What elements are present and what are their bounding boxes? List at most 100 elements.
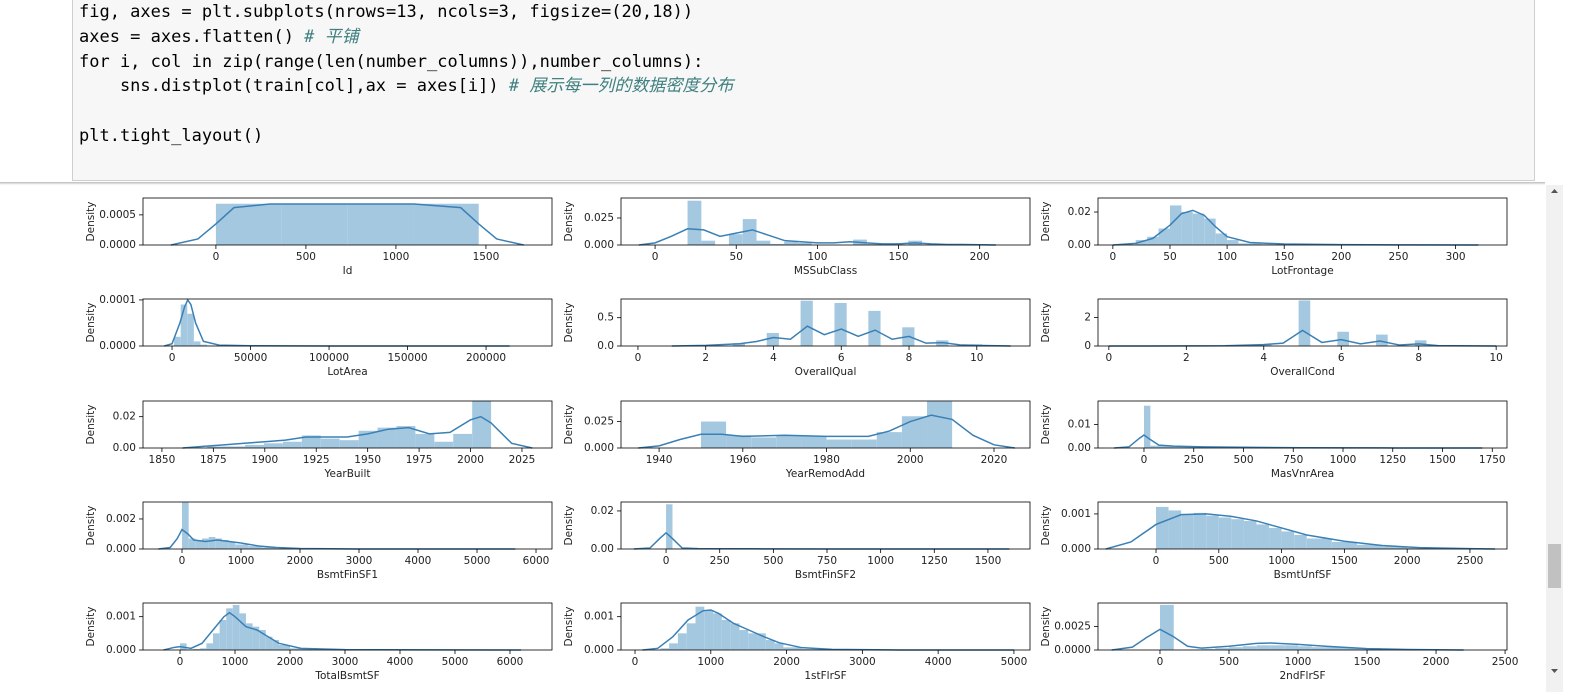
x-axis-label: 1stFlrSF: [804, 670, 846, 682]
axes-frame: [142, 501, 553, 550]
x-tick-label: 2000: [773, 656, 800, 668]
code-line: plt.tight_layout(): [79, 126, 263, 146]
histogram-bar: [265, 636, 273, 650]
x-tick-label: 0: [635, 352, 642, 364]
code-line: axes = axes.flatten() # 平铺: [79, 27, 359, 47]
histogram-bar: [245, 444, 264, 448]
x-tick-label: 1850: [149, 454, 176, 466]
x-tick-label: 2000: [897, 454, 924, 466]
histogram-bar: [748, 633, 758, 650]
histogram-bar: [1206, 515, 1219, 549]
x-tick-label: 2025: [509, 454, 536, 466]
y-axis-label: Density: [85, 303, 97, 343]
x-axis-label: TotalBsmtSF: [314, 670, 379, 682]
x-tick-label: 0: [652, 251, 659, 263]
histogram-bar: [1201, 649, 1216, 650]
x-tick-label: 1000: [697, 656, 724, 668]
x-tick-label: 200: [970, 251, 990, 263]
x-tick-label: 1250: [921, 555, 948, 567]
histogram-bar: [1215, 233, 1228, 245]
histogram-bar: [1281, 531, 1295, 549]
scroll-down[interactable]: [1551, 669, 1558, 673]
histogram-bar: [222, 539, 229, 549]
histogram-bar: [279, 645, 291, 650]
x-tick-label: 1000: [867, 555, 894, 567]
histogram-bar: [1249, 243, 1262, 245]
histogram-bar: [1218, 517, 1232, 549]
histogram-bar: [1284, 645, 1299, 650]
histogram-bar: [730, 623, 740, 650]
scrollbar-thumb[interactable]: [1548, 544, 1561, 588]
x-tick-label: 500: [1233, 454, 1253, 466]
y-axis-label: Density: [85, 405, 97, 445]
axes-frame: [620, 298, 1031, 347]
x-tick-label: 8: [906, 352, 913, 364]
x-tick-label: 1000: [1268, 555, 1295, 567]
x-tick-label: 1975: [406, 454, 433, 466]
code-text: for i, col in zip(range(len(number_colum…: [79, 52, 704, 72]
kde-line: [633, 531, 1010, 550]
x-tick-label: 0: [177, 656, 184, 668]
histogram-bar: [797, 242, 812, 245]
histogram-bar: [669, 643, 678, 650]
x-axis-label: BsmtFinSF2: [795, 569, 856, 581]
histogram-bar: [1181, 212, 1193, 245]
histogram-bar: [377, 427, 397, 448]
x-tick-label: 2000: [1423, 656, 1450, 668]
x-tick-label: 3000: [332, 656, 359, 668]
histogram-bar: [1242, 646, 1257, 650]
histogram-bar: [228, 541, 236, 549]
x-tick-label: 50: [1163, 251, 1176, 263]
histogram-bar: [200, 344, 208, 346]
x-tick-label: 1000: [1330, 454, 1357, 466]
axes-frame: [142, 602, 553, 651]
histogram-bar: [757, 633, 766, 650]
x-tick-label: 2020: [981, 454, 1008, 466]
x-tick-label: 0: [179, 555, 186, 567]
x-tick-label: 150000: [388, 352, 428, 364]
x-tick-label: 2000: [1394, 555, 1421, 567]
histogram-bar: [1192, 213, 1205, 245]
histogram-bar: [1382, 546, 1408, 549]
histogram-bar: [739, 630, 749, 650]
histogram-bar: [660, 648, 670, 650]
histogram-bar: [732, 343, 746, 346]
histogram-bar: [187, 313, 194, 346]
histogram-bar: [188, 538, 196, 549]
axes-frame: [1097, 501, 1508, 550]
x-tick-label: 4: [770, 352, 777, 364]
histogram-bar: [263, 443, 283, 448]
histogram-bar: [1238, 243, 1250, 245]
x-tick-label: 6: [1338, 352, 1345, 364]
x-tick-label: 0: [1153, 555, 1160, 567]
histogram-bar: [783, 647, 802, 650]
histogram-bar: [1143, 405, 1151, 448]
x-tick-label: 250: [1184, 454, 1204, 466]
code-cell[interactable]: fig, axes = plt.subplots(nrows=13, ncols…: [72, 0, 1535, 181]
axes-frame: [1097, 197, 1508, 246]
x-tick-label: 8: [1415, 352, 1422, 364]
x-tick-label: 0: [632, 656, 639, 668]
x-tick-label: 1500: [1354, 656, 1381, 668]
y-axis-label: Density: [563, 607, 575, 647]
x-tick-label: 100: [1217, 251, 1237, 263]
code-comment: # 平铺: [304, 27, 359, 47]
histogram-bar: [339, 440, 359, 448]
y-tick-label: 0.0000: [99, 239, 136, 251]
code-text: fig, axes = plt.subplots(nrows=13, ncols…: [79, 2, 694, 22]
x-tick-label: 50000: [234, 352, 267, 364]
x-tick-label: 0: [1141, 454, 1148, 466]
scroll-up[interactable]: [1551, 189, 1558, 193]
x-axis-label: Id: [343, 265, 353, 277]
histogram-bar: [876, 432, 902, 448]
kde-line: [1105, 513, 1496, 550]
histogram-bar: [686, 623, 696, 650]
code-line: fig, axes = plt.subplots(nrows=13, ncols…: [79, 2, 693, 22]
histogram-bar: [226, 608, 233, 650]
x-axis-label: MSSubClass: [794, 265, 857, 277]
y-axis-label: Density: [1040, 202, 1052, 242]
x-axis-label: BsmtUnfSF: [1274, 569, 1332, 581]
axes-frame: [1097, 602, 1508, 651]
x-tick-label: 0: [169, 352, 176, 364]
kde-line: [638, 228, 996, 246]
